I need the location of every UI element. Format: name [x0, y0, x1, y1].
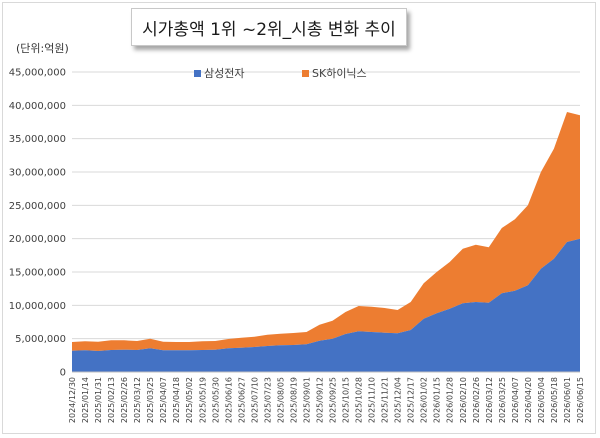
x-tick-label: 2026/06/15	[576, 377, 585, 423]
x-tick-label: 2025/03/25	[146, 377, 155, 423]
series-area-samsung	[72, 238, 580, 372]
x-tick-label: 2025/04/18	[172, 377, 181, 423]
x-tick-label: 2025/10/15	[342, 377, 351, 423]
x-tick-label: 2026/04/20	[524, 377, 533, 423]
x-tick-label: 2025/02/26	[120, 377, 129, 423]
x-tick-label: 2026/01/15	[433, 377, 442, 423]
y-tick-label: 10,000,000	[9, 301, 66, 312]
chart-title: 시가총액 1위 ~2위_시총 변화 추이	[131, 8, 407, 46]
x-tick-label: 2025/06/27	[237, 377, 246, 423]
x-tick-label: 2025/10/28	[355, 377, 364, 423]
x-tick-label: 2026/05/18	[550, 377, 559, 423]
x-tick-label: 2025/09/12	[316, 377, 325, 423]
x-tick-label: 2025/08/05	[276, 377, 285, 423]
y-tick-label: 45,000,000	[9, 68, 66, 79]
area-series	[72, 112, 580, 372]
x-tick-label: 2025/07/10	[250, 377, 259, 423]
y-tick-label: 15,000,000	[9, 268, 66, 279]
x-tick-label: 2025/06/16	[224, 377, 233, 423]
x-tick-label: 2026/04/07	[511, 377, 520, 423]
x-tick-label: 2025/09/25	[329, 377, 338, 423]
x-tick-label: 2026/06/01	[563, 377, 572, 423]
x-tick-label: 2025/04/07	[159, 377, 168, 423]
x-tick-label: 2025/05/19	[198, 377, 207, 423]
legend-label: 삼성전자	[204, 67, 244, 80]
legend: 삼성전자 SK하이닉스	[194, 66, 367, 80]
x-tick-label: 2025/02/13	[107, 377, 116, 423]
x-tick-label: 2025/05/02	[185, 377, 194, 423]
unit-label: (단위:억원)	[16, 42, 69, 55]
x-tick-label: 2026/01/28	[446, 377, 455, 423]
y-tick-label: 20,000,000	[9, 234, 66, 245]
x-axis: 2024/12/30 2025/01/14 2025/01/31 2025/02/13…	[68, 371, 585, 423]
y-tick-label: 35,000,000	[9, 134, 66, 145]
legend-label: SK하이닉스	[312, 66, 367, 80]
y-tick-label: 30,000,000	[9, 168, 66, 179]
x-tick-label: 2026/02/26	[472, 377, 481, 423]
x-tick-label: 2025/01/14	[81, 377, 90, 423]
series-area-skhynix	[72, 112, 580, 351]
x-tick-label: 2026/03/12	[485, 377, 494, 423]
x-tick-label: 2026/03/25	[498, 377, 507, 423]
legend-swatch	[194, 70, 201, 77]
legend-swatch	[302, 70, 309, 77]
x-tick-label: 2025/11/10	[368, 377, 377, 423]
x-tick-label: 2025/11/21	[381, 377, 390, 423]
x-tick-label: 2025/03/12	[133, 377, 142, 423]
x-tick-label: 2025/12/17	[407, 377, 416, 423]
x-tick-label: 2026/01/02	[420, 377, 429, 423]
x-tick-label: 2024/12/30	[68, 377, 77, 423]
x-tick-label: 2025/08/19	[289, 377, 298, 423]
x-tick-label: 2025/12/04	[394, 377, 403, 423]
x-tick-label: 2025/09/01	[303, 377, 312, 423]
x-tick-label: 2026/05/04	[537, 377, 546, 423]
y-tick-label: 40,000,000	[9, 101, 66, 112]
x-tick-label: 2025/01/31	[94, 377, 103, 423]
x-tick-label: 2025/07/23	[263, 377, 272, 423]
y-tick-label: 0	[60, 368, 66, 379]
y-axis: 0 5,000,000 10,000,000 15,000,000 20,000,000…	[9, 68, 66, 379]
y-tick-label: 5,000,000	[15, 334, 66, 345]
y-tick-label: 25,000,000	[9, 201, 66, 212]
x-tick-label: 2026/02/10	[459, 377, 468, 423]
x-tick-label: 2025/05/30	[211, 377, 220, 423]
